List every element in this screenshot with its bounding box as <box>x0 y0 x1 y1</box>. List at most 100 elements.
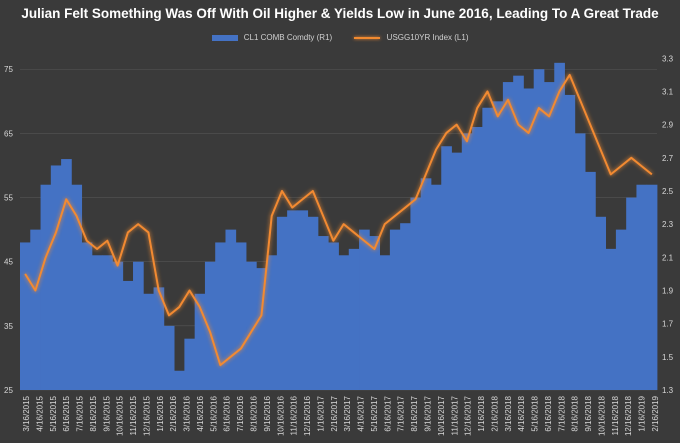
x-tick-label: 9/16/2016 <box>263 395 272 431</box>
oil-bar <box>184 338 196 390</box>
oil-bar <box>379 255 391 390</box>
yield-line-group <box>24 73 653 367</box>
x-tick-label: 2/16/2016 <box>169 395 178 431</box>
right-tick-label: 1.7 <box>662 320 674 329</box>
right-tick-label: 1.3 <box>662 386 674 395</box>
legend: CL1 COMB Comdty (R1) USGG10YR Index (L1) <box>0 33 680 42</box>
x-tick-label: 9/16/2018 <box>584 395 593 431</box>
x-tick-label: 5/16/2016 <box>209 395 218 431</box>
x-tick-label: 2/16/2017 <box>330 395 339 431</box>
right-tick-label: 3.3 <box>662 54 674 63</box>
oil-bar <box>585 171 596 390</box>
oil-bar <box>502 82 514 390</box>
x-tick-label: 9/16/2015 <box>102 395 111 431</box>
left-tick-label: 25 <box>4 386 13 395</box>
x-tick-label: 4/16/2016 <box>196 395 205 431</box>
right-tick-label: 3.1 <box>662 87 674 96</box>
oil-bar <box>605 248 617 390</box>
legend-swatch-oil <box>211 35 238 42</box>
oil-bar <box>533 69 545 390</box>
oil-bar <box>451 152 463 390</box>
right-tick-label: 2.3 <box>662 220 674 229</box>
x-axis-ticks: 3/16/2015 4/16/2015 5/16/2015 6/16/2015 7/16… <box>22 395 660 436</box>
oil-bars <box>20 62 658 391</box>
left-tick-label: 45 <box>4 258 13 267</box>
oil-bar <box>615 229 627 390</box>
x-tick-label: 12/16/2017 <box>464 395 473 436</box>
oil-bar <box>595 216 607 390</box>
oil-bar <box>163 325 175 390</box>
x-tick-label: 12/16/2016 <box>303 395 312 436</box>
x-tick-label: 5/16/2015 <box>49 395 58 431</box>
x-tick-label: 7/16/2017 <box>397 395 406 431</box>
oil-bar <box>235 242 247 390</box>
oil-bar <box>81 242 93 390</box>
oil-bar <box>287 210 298 390</box>
oil-bar <box>461 133 473 390</box>
oil-bar <box>554 62 565 390</box>
right-axis-ticks: 1.3 1.5 1.7 1.9 2.1 2.3 2.5 2.7 2.9 3.1 3.3 <box>662 54 674 395</box>
oil-bar <box>276 216 288 390</box>
x-tick-label: 10/16/2018 <box>597 395 606 436</box>
x-tick-label: 7/16/2018 <box>557 395 566 431</box>
oil-bar <box>20 242 31 390</box>
x-tick-label: 8/16/2015 <box>89 395 98 431</box>
x-tick-label: 8/16/2017 <box>410 395 419 431</box>
x-tick-label: 1/16/2016 <box>156 395 165 431</box>
oil-bar <box>143 293 154 390</box>
oil-bar <box>472 126 483 390</box>
x-tick-label: 6/16/2017 <box>383 395 392 431</box>
left-axis-ticks: 25 35 45 55 65 75 <box>4 65 13 395</box>
oil-bar <box>122 280 134 390</box>
oil-bar <box>564 94 576 390</box>
legend-item-oil: CL1 COMB Comdty (R1) <box>211 33 333 43</box>
legend-item-yield: USGG10YR Index (L1) <box>354 33 468 42</box>
oil-bar <box>389 229 401 390</box>
oil-bar <box>71 184 83 390</box>
x-tick-label: 1/16/2017 <box>316 395 325 431</box>
oil-bar <box>40 184 52 390</box>
x-tick-label: 6/16/2015 <box>62 395 71 431</box>
legend-swatch-yield <box>354 37 381 40</box>
oil-bar <box>441 146 452 390</box>
x-tick-label: 11/16/2015 <box>129 395 138 435</box>
x-tick-label: 8/16/2018 <box>571 395 580 431</box>
x-tick-label: 1/16/2019 <box>638 395 647 431</box>
legend-label-oil: CL1 COMB Comdty (R1) <box>243 33 333 43</box>
x-tick-label: 5/16/2017 <box>370 395 379 431</box>
right-tick-label: 2.5 <box>662 187 674 196</box>
oil-bar <box>102 255 113 390</box>
x-tick-label: 9/16/2017 <box>423 395 432 431</box>
yield-line <box>24 73 653 367</box>
oil-bar <box>430 184 442 390</box>
left-tick-label: 35 <box>4 322 13 331</box>
x-tick-label: 4/16/2018 <box>517 395 526 431</box>
x-tick-label: 11/16/2017 <box>450 395 459 435</box>
x-tick-label: 8/16/2016 <box>250 395 259 431</box>
legend-label-yield: USGG10YR Index (L1) <box>386 33 469 43</box>
oil-bar <box>61 159 72 390</box>
x-tick-label: 12/16/2015 <box>142 395 151 436</box>
x-tick-label: 10/16/2016 <box>276 395 285 436</box>
oil-bar <box>543 82 555 390</box>
oil-bar <box>266 255 278 390</box>
oil-bar <box>194 293 206 390</box>
x-tick-label: 3/16/2017 <box>343 395 352 431</box>
oil-bar <box>338 255 350 390</box>
oil-bar <box>225 229 237 390</box>
oil-bar <box>574 133 586 390</box>
right-tick-label: 2.1 <box>662 253 674 262</box>
oil-bar <box>297 210 309 390</box>
oil-bar <box>482 107 494 391</box>
oil-bar <box>256 268 267 390</box>
oil-bar <box>91 255 103 390</box>
x-tick-label: 2/16/2018 <box>490 395 499 431</box>
oil-bar <box>328 242 339 390</box>
x-tick-label: 5/16/2018 <box>531 395 540 431</box>
left-tick-label: 65 <box>4 129 13 138</box>
oil-bar <box>523 88 535 391</box>
oil-bar <box>400 223 411 390</box>
oil-bar <box>133 261 144 390</box>
